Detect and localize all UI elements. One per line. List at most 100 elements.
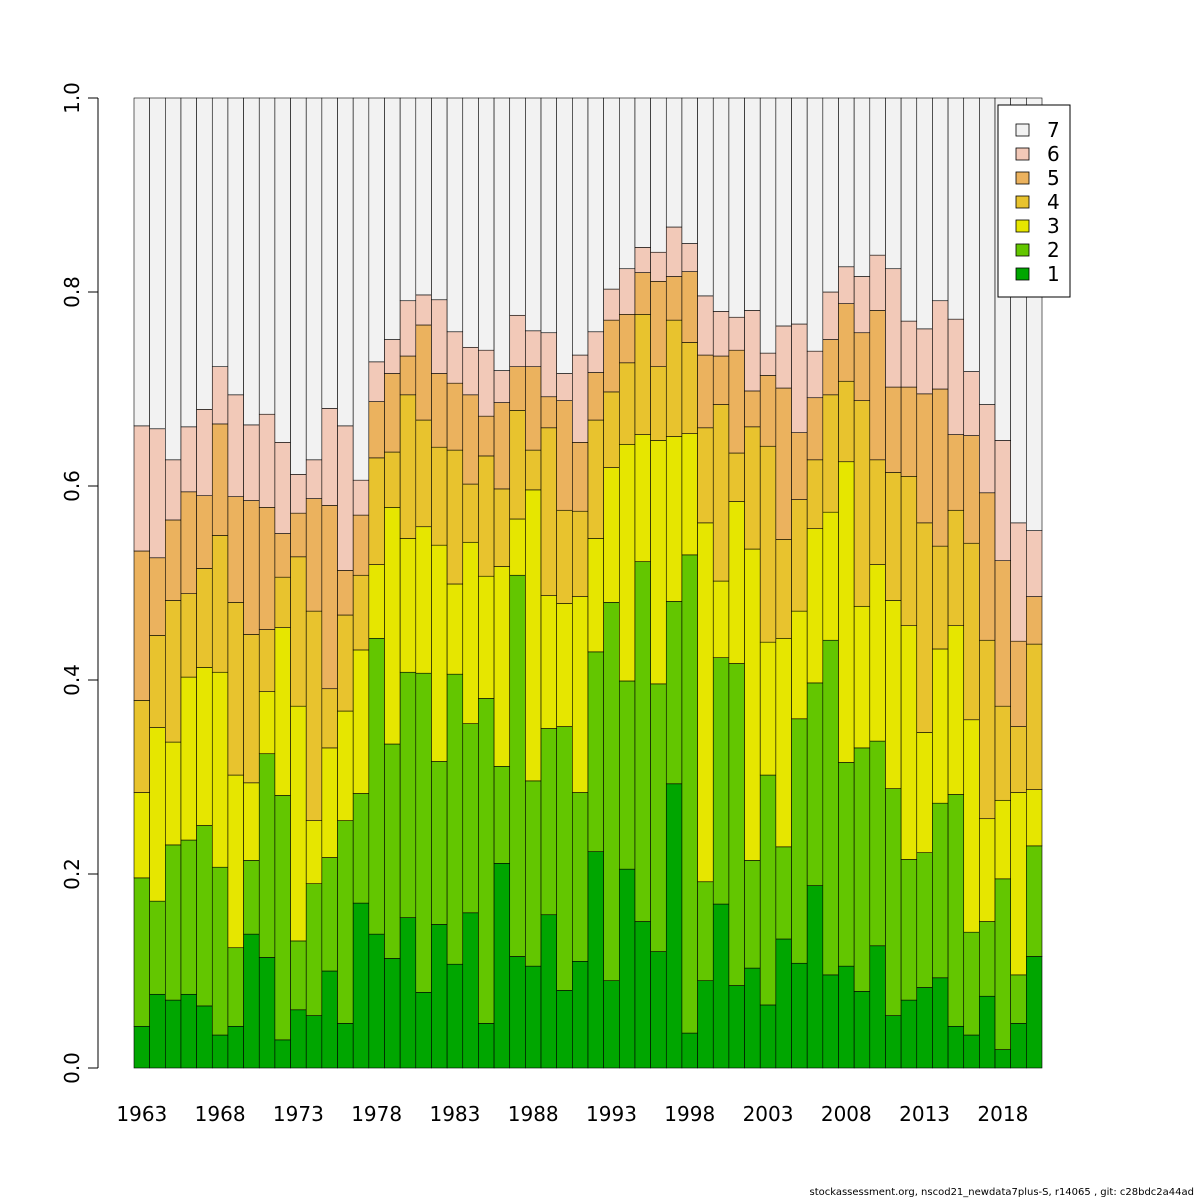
bar-segment-age-7-1979: [384, 97, 401, 340]
bar-segment-age-7-1966: [180, 97, 197, 428]
y-tick-label: 1.0: [60, 82, 84, 114]
bar-segment-age-6-2019: [1010, 522, 1027, 642]
bars-layer: [133, 97, 1043, 1069]
bar-segment-age-2-1990: [556, 726, 573, 991]
bar-segment-age-1-2012: [900, 999, 918, 1069]
bar-segment-age-3-1981: [415, 526, 432, 674]
bar-segment-age-7-1977: [352, 97, 370, 481]
bar-segment-age-4-1982: [431, 446, 448, 546]
bar-segment-age-2-1969: [227, 947, 244, 1027]
bar-segment-age-5-1975: [321, 505, 338, 690]
bar-segment-age-1-2013: [916, 987, 933, 1069]
bar-segment-age-3-1983: [446, 583, 464, 675]
bar-segment-age-2-1967: [196, 825, 213, 1007]
bar-segment-age-4-2005: [791, 499, 808, 612]
bar-segment-age-7-1975: [321, 97, 338, 409]
bar-segment-age-7-2006: [806, 97, 824, 352]
legend-label-6: 6: [1047, 142, 1060, 166]
x-tick-label: 2008: [821, 1102, 872, 1126]
bar-segment-age-4-2010: [869, 459, 886, 565]
legend-swatch-1: [1015, 267, 1030, 281]
bar-segment-age-7-2003: [759, 97, 777, 354]
bar-segment-age-6-1980: [399, 300, 417, 357]
bar-segment-age-5-2008: [838, 303, 855, 382]
bar-segment-age-1-1969: [227, 1025, 244, 1069]
bar-segment-age-4-2019: [1010, 726, 1027, 793]
bar-segment-age-5-1986: [493, 402, 511, 490]
bar-segment-age-3-2000: [712, 580, 730, 658]
bar-segment-age-7-2013: [916, 97, 933, 330]
bar-segment-age-6-1965: [165, 459, 182, 521]
bar-segment-age-4-1964: [149, 635, 166, 728]
bar-segment-age-4-2012: [900, 475, 918, 626]
bar-segment-age-1-1987: [509, 956, 526, 1069]
bar-segment-age-6-1993: [603, 288, 620, 321]
bar-segment-age-4-1990: [556, 509, 573, 604]
bar-segment-age-1-2018: [994, 1049, 1011, 1069]
bar-segment-age-5-2018: [994, 560, 1011, 707]
bar-segment-age-2-1985: [478, 698, 495, 1024]
bar-segment-age-3-1969: [227, 774, 244, 949]
x-tick-label: 1973: [273, 1102, 324, 1126]
bar-segment-age-2-1977: [352, 793, 370, 904]
bar-segment-age-3-1975: [321, 747, 338, 858]
bar-segment-age-1-1967: [196, 1005, 213, 1069]
bar-segment-age-6-1974: [305, 459, 323, 499]
bar-segment-age-2-1994: [619, 680, 636, 870]
bar-segment-age-2-1963: [133, 877, 150, 1027]
bar-segment-age-3-2015: [947, 625, 965, 795]
bar-segment-age-2-2006: [806, 682, 824, 886]
bar-segment-age-1-1994: [619, 868, 636, 1069]
bar-segment-age-4-1994: [619, 362, 636, 445]
bar-segment-age-7-1984: [462, 97, 479, 348]
bar-segment-age-1-1980: [399, 917, 417, 1069]
bar-segment-age-7-1978: [368, 97, 385, 363]
bar-segment-age-5-1997: [665, 276, 683, 321]
bar-segment-age-6-1976: [337, 425, 354, 571]
bar-segment-age-5-1989: [540, 396, 557, 429]
bar-segment-age-6-2014: [932, 300, 949, 390]
bar-segment-age-3-1990: [556, 603, 573, 727]
bar-segment-age-6-2017: [979, 404, 996, 494]
bar-segment-age-2-1980: [399, 671, 417, 918]
bar-segment-age-5-1979: [384, 373, 401, 453]
bar-segment-age-3-1984: [462, 541, 479, 724]
bar-segment-age-1-1985: [478, 1023, 495, 1069]
bar-segment-age-7-1994: [619, 97, 636, 270]
bar-segment-age-6-1988: [525, 330, 542, 367]
bar-segment-age-2-1974: [305, 883, 323, 1016]
bar-segment-age-5-2005: [791, 432, 808, 500]
bar-segment-age-2-2018: [994, 878, 1011, 1050]
bar-segment-age-7-1998: [681, 97, 698, 244]
bar-segment-age-5-2002: [744, 390, 761, 428]
bar-segment-age-6-2011: [885, 268, 902, 388]
bar-segment-age-7-2004: [775, 97, 792, 327]
bar-segment-age-5-1964: [149, 557, 166, 636]
bar-segment-age-6-1968: [211, 366, 229, 425]
bar-segment-age-2-1999: [697, 881, 714, 982]
bar-segment-age-7-1981: [415, 97, 432, 296]
bar-segment-age-1-1995: [634, 921, 651, 1069]
bar-segment-age-6-2015: [947, 318, 965, 435]
bar-segment-age-2-1965: [165, 844, 182, 1001]
bar-segment-age-7-2007: [822, 97, 839, 293]
bar-segment-age-3-1995: [634, 434, 651, 562]
bar-segment-age-2-2009: [853, 747, 871, 992]
bar-segment-age-7-1970: [243, 97, 260, 426]
bar-segment-age-7-1974: [305, 97, 323, 461]
bar-segment-age-3-1965: [165, 741, 182, 846]
bar-segment-age-2-1996: [650, 683, 667, 952]
bar-segment-age-5-1968: [211, 423, 229, 536]
bar-segment-age-7-2009: [853, 97, 871, 277]
bar-segment-age-7-1969: [227, 97, 244, 396]
bar-segment-age-7-1963: [133, 97, 150, 427]
bar-segment-age-2-2007: [822, 639, 839, 976]
bar-segment-age-7-1985: [478, 97, 495, 351]
legend-swatch-3: [1015, 219, 1030, 233]
bar-segment-age-1-1990: [556, 990, 573, 1069]
bar-segment-age-2-1971: [258, 753, 276, 958]
bar-segment-age-7-1997: [665, 97, 683, 228]
bar-segment-age-2-1970: [243, 860, 260, 935]
bar-segment-age-1-1966: [180, 993, 197, 1069]
bar-segment-age-1-2016: [963, 1034, 980, 1069]
